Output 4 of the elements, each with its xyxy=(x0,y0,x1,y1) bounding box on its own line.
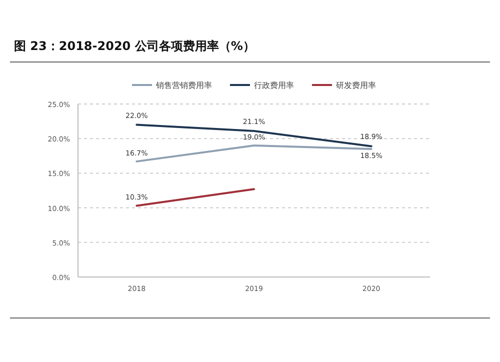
legend-label: 行政费用率 xyxy=(254,81,294,90)
chart-title: 图 23：2018-2020 公司各项费用率（%） xyxy=(14,39,255,53)
legend-label: 研发费用率 xyxy=(336,81,376,90)
legend-label: 销售营销费用率 xyxy=(155,81,212,90)
